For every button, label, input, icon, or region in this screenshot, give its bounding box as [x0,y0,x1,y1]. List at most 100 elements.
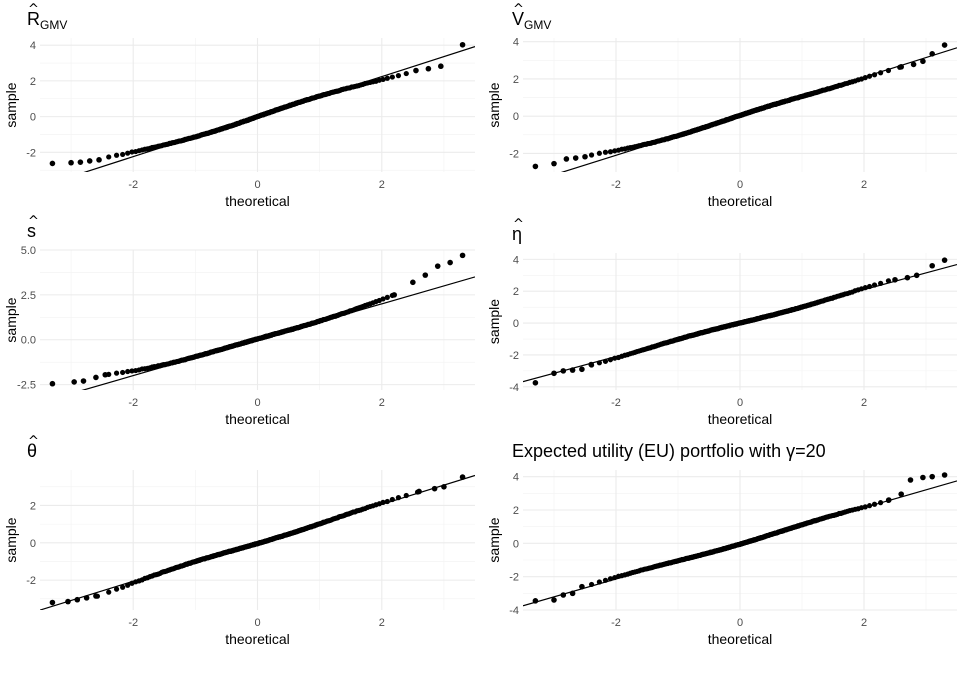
qq-point [395,495,402,501]
y-tick-label: 2 [513,505,519,517]
qq-point [941,472,948,478]
y-axis-title: sample [3,517,19,562]
qq-point [886,497,892,503]
qq-point [65,598,71,605]
qq-point [125,582,131,588]
y-tick-label: 2 [30,76,36,88]
qq-point [551,370,557,377]
qq-point [579,583,585,590]
x-tick-label: 2 [379,617,385,629]
y-axis-title: sample [3,297,19,342]
qq-point [551,597,557,603]
qq-point [113,370,120,376]
qq-point [431,485,438,492]
qq-point [380,76,386,83]
qq-point [602,358,609,364]
qq-panel-2: -2 0 2 -2 0 2 4 theoretical sample VGMV^ [486,2,957,209]
panel-title: θ [27,441,37,461]
qq-point [913,272,920,279]
qq-point [96,157,102,163]
qq-point [898,64,904,70]
qq-point [384,498,390,505]
y-tick-label: 4 [513,37,519,49]
qq-point [434,263,441,269]
qq-point [569,367,576,373]
qq-point [572,155,579,161]
qq-point [391,292,398,298]
qq-point [125,368,131,375]
qq-point [447,259,453,266]
qq-point [389,496,395,503]
qq-point [120,151,126,158]
qq-point [871,282,878,288]
qq-point [380,499,386,505]
qq-point [83,595,90,601]
qq-point [929,262,935,269]
x-axis-title: theoretical [708,411,773,427]
qq-point [878,70,884,76]
qq-point [588,361,594,368]
x-tick-label: 0 [254,179,260,191]
qq-point [389,74,395,80]
x-axis-title: theoretical [225,411,290,427]
qq-point [862,504,868,510]
qq-point [871,72,878,78]
qq-point [102,371,109,378]
plot-area [49,252,475,390]
qq-point [878,280,884,286]
y-tick-label: 2 [513,74,519,86]
y-axis-title: sample [486,517,502,562]
qq-point [120,584,126,590]
qq-point [607,357,614,363]
y-tick-label: -4 [509,382,519,394]
x-tick-label: 0 [737,397,743,409]
qq-point [120,369,126,376]
x-tick-label: -2 [611,179,621,191]
x-axis-title: theoretical [225,193,290,209]
x-tick-label: -2 [128,179,138,191]
qq-point [920,58,926,65]
x-tick-label: 0 [254,397,260,409]
qq-point [596,360,602,366]
y-tick-label: 2 [513,286,519,298]
qq-point [929,51,935,57]
plot-area [49,41,475,172]
y-axis-title: sample [486,299,502,344]
panel-title: VGMV [512,9,551,32]
qq-panel-5: -2 0 2 -2 0 2 theoretical sample θ^ [3,434,475,647]
qq-point [898,491,904,497]
qq-point [403,492,409,499]
qq-point [93,374,99,381]
qq-point [86,158,93,164]
qq-point [441,484,447,490]
title-hat-accent: ^ [513,2,524,17]
x-tick-label: 0 [737,179,743,191]
y-tick-label: -2 [26,147,36,159]
qq-point [582,153,588,160]
qq-point [871,501,878,507]
qq-panel-4: -2 0 2 -4 -2 0 2 4 theoretical sample η^ [486,217,957,427]
qq-point [885,67,892,74]
qq-point [941,257,948,263]
x-tick-label: -2 [611,617,621,629]
qq-point [71,379,77,385]
y-tick-label: 0 [513,111,519,123]
y-tick-label: 0.0 [21,335,36,347]
qq-point [563,156,570,162]
x-tick-label: -2 [128,397,138,409]
qq-point [438,63,444,70]
x-tick-label: 2 [861,397,867,409]
title-hat-accent: ^ [513,217,524,232]
qq-panel-6: -2 0 2 -4 -2 0 2 4 theoretical sample Expected uti… [486,441,957,647]
qq-point [892,276,898,283]
plot-area [40,474,475,610]
qq-point [125,150,131,156]
plot-area [532,42,957,172]
y-tick-label: -2 [509,148,519,160]
qq-point [532,598,539,604]
qq-point [129,149,135,155]
qq-point [560,592,567,598]
qq-point [904,274,911,281]
qq-point [68,159,74,166]
